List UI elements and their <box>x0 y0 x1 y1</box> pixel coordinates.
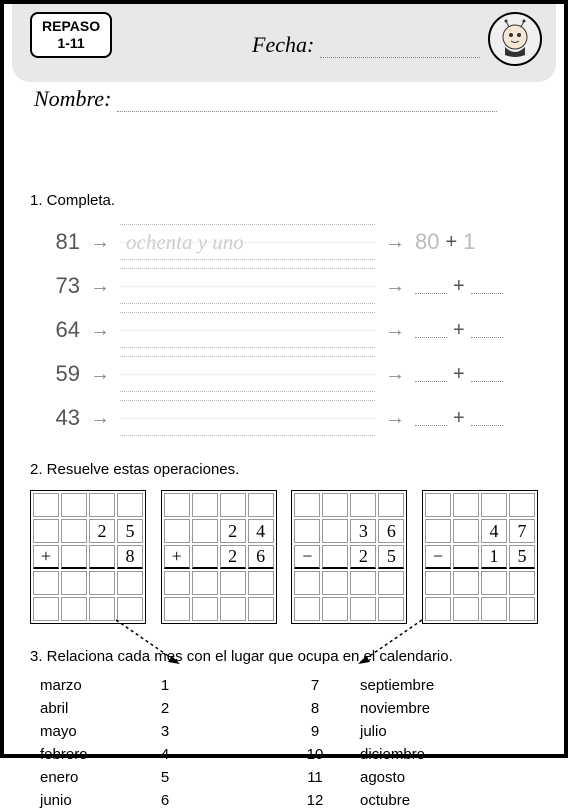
month-number: 5 <box>150 769 180 786</box>
month-label: febrero <box>40 746 120 763</box>
month-number: 7 <box>300 677 330 694</box>
operation-grid[interactable]: 47 −15 <box>422 490 538 624</box>
ex1-rows: 81 → ochenta y uno → 80+1 73 → → + 64 → … <box>30 221 538 439</box>
repaso-badge: REPASO 1-11 <box>30 12 112 58</box>
fecha-label: Fecha: <box>252 32 480 58</box>
decomposition[interactable]: + <box>415 275 503 298</box>
word-line[interactable] <box>120 312 375 348</box>
ex1-row: 81 → ochenta y uno → 80+1 <box>30 221 538 263</box>
nums-right: 7 8 9 10 11 12 <box>300 677 330 809</box>
arrow-icon: → <box>90 275 110 298</box>
word-line[interactable]: ochenta y uno <box>120 224 375 260</box>
decomposition[interactable]: + <box>415 319 503 342</box>
month-label: septiembre <box>360 677 460 694</box>
arrow-icon: → <box>385 275 405 298</box>
months-right: septiembre noviembre julio diciembre agosto o… <box>360 677 460 809</box>
operation-grid[interactable]: 24 +26 <box>161 490 277 624</box>
ex3-title: 3. Relaciona cada mes con el lugar que o… <box>30 648 538 665</box>
ex1-title: 1. Completa. <box>30 192 538 209</box>
ex1-row: 64 → → + <box>30 309 538 351</box>
month-label: agosto <box>360 769 460 786</box>
ex1-row: 43 → → + <box>30 397 538 439</box>
arrow-icon: → <box>385 407 405 430</box>
month-label: diciembre <box>360 746 460 763</box>
months-grid: marzoabrilmayofebreroenerojunio 123456 7… <box>30 677 538 809</box>
ex1-number: 73 <box>30 273 80 299</box>
arrow-icon: → <box>90 363 110 386</box>
month-label: octubre <box>360 792 460 809</box>
operations-container: 25 +8 24 +26 36 −25 47 −15 <box>30 490 538 624</box>
operation-grid[interactable]: 25 +8 <box>30 490 146 624</box>
month-label: abril <box>40 700 120 717</box>
arrow-icon: → <box>385 231 405 254</box>
decomposition[interactable]: 80+1 <box>415 229 475 255</box>
month-label: noviembre <box>360 700 460 717</box>
arrow-icon: → <box>90 319 110 342</box>
nombre-label: Nombre: <box>34 86 497 112</box>
avatar <box>488 12 542 66</box>
nums-left: 1 2 3 4 5 6 <box>150 677 180 809</box>
month-number: 4 <box>150 746 180 763</box>
ex1-number: 81 <box>30 229 80 255</box>
ex1-number: 64 <box>30 317 80 343</box>
ex1-row: 73 → → + <box>30 265 538 307</box>
month-label: mayo <box>40 723 120 740</box>
fecha-input-line[interactable] <box>320 40 480 58</box>
arrow-icon: → <box>90 407 110 430</box>
month-label: marzo <box>40 677 120 694</box>
operation-grid[interactable]: 36 −25 <box>291 490 407 624</box>
month-label: junio <box>40 792 120 809</box>
word-line[interactable] <box>120 356 375 392</box>
badge-line2: 1-11 <box>42 35 100 52</box>
header: REPASO 1-11 Fecha: <box>12 4 556 82</box>
month-label: enero <box>40 769 120 786</box>
month-label: julio <box>360 723 460 740</box>
month-number: 3 <box>150 723 180 740</box>
ex1-number: 59 <box>30 361 80 387</box>
month-number: 9 <box>300 723 330 740</box>
nombre-input-line[interactable] <box>117 94 497 112</box>
arrow-icon: → <box>385 319 405 342</box>
month-number: 2 <box>150 700 180 717</box>
badge-line1: REPASO <box>42 18 100 35</box>
word-line[interactable] <box>120 400 375 436</box>
month-number: 10 <box>300 746 330 763</box>
arrow-icon: → <box>90 231 110 254</box>
month-number: 11 <box>300 769 330 786</box>
ex1-row: 59 → → + <box>30 353 538 395</box>
ex2-title: 2. Resuelve estas operaciones. <box>30 461 538 478</box>
month-number: 12 <box>300 792 330 809</box>
month-number: 8 <box>300 700 330 717</box>
ex1-number: 43 <box>30 405 80 431</box>
decomposition[interactable]: + <box>415 363 503 386</box>
arrow-icon: → <box>385 363 405 386</box>
months-left: marzo abril mayo febrero enero junio <box>40 677 120 809</box>
month-number: 6 <box>150 792 180 809</box>
decomposition[interactable]: + <box>415 407 503 430</box>
word-line[interactable] <box>120 268 375 304</box>
month-number: 1 <box>150 677 180 694</box>
